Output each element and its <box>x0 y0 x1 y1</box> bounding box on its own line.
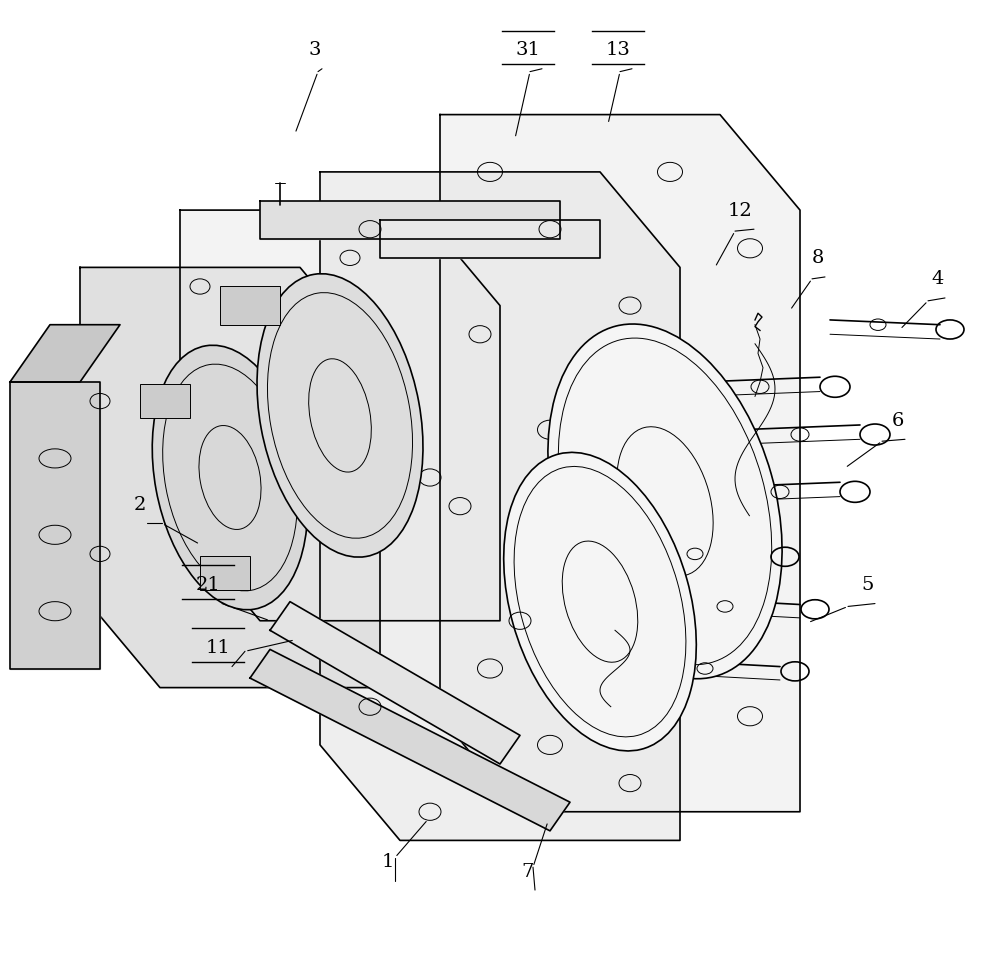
Text: 12: 12 <box>728 202 752 220</box>
Text: 7: 7 <box>522 862 534 881</box>
Bar <box>140 384 190 417</box>
Ellipse shape <box>257 274 423 557</box>
Polygon shape <box>320 172 680 840</box>
Text: 8: 8 <box>812 249 824 267</box>
Polygon shape <box>80 267 380 688</box>
Text: 4: 4 <box>932 270 944 288</box>
Text: 5: 5 <box>862 576 874 594</box>
Ellipse shape <box>548 324 782 679</box>
Polygon shape <box>10 382 100 668</box>
Text: 31: 31 <box>516 41 540 59</box>
Polygon shape <box>440 115 800 812</box>
Ellipse shape <box>504 453 696 751</box>
Ellipse shape <box>152 346 308 609</box>
Text: 3: 3 <box>309 41 321 59</box>
Text: 13: 13 <box>606 41 630 59</box>
Text: 2: 2 <box>134 496 146 514</box>
Text: 6: 6 <box>892 412 904 430</box>
Text: 11: 11 <box>206 639 230 657</box>
Bar <box>200 556 250 589</box>
Text: 21: 21 <box>196 576 220 594</box>
Polygon shape <box>380 220 600 258</box>
Text: 1: 1 <box>382 853 394 871</box>
Polygon shape <box>270 602 520 764</box>
Polygon shape <box>180 210 500 621</box>
Polygon shape <box>250 649 570 831</box>
Polygon shape <box>260 201 560 239</box>
Bar <box>220 286 280 325</box>
Polygon shape <box>10 325 120 382</box>
